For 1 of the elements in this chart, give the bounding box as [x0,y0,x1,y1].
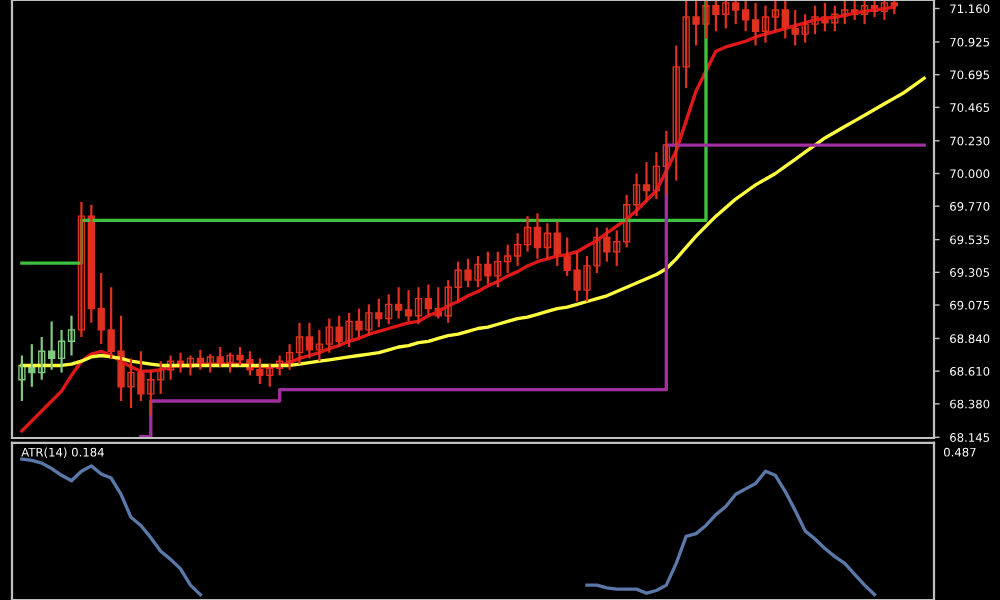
line-series [20,5,897,433]
